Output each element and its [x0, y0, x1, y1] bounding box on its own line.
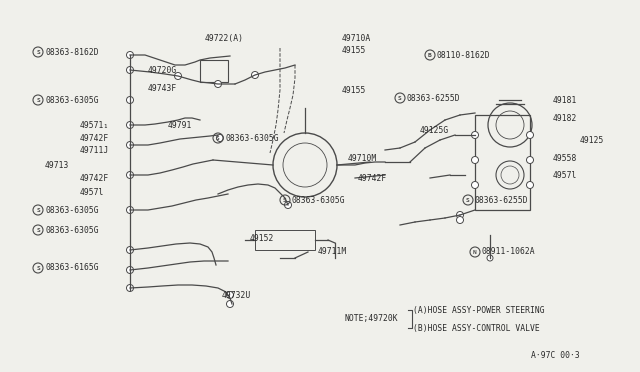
- Text: 49710M: 49710M: [348, 154, 377, 163]
- Text: S: S: [398, 96, 402, 100]
- Text: 08363-6305G: 08363-6305G: [45, 225, 99, 234]
- Text: 49571₁: 49571₁: [80, 121, 109, 129]
- Circle shape: [527, 182, 534, 189]
- Circle shape: [175, 73, 182, 80]
- Circle shape: [127, 206, 134, 214]
- Text: S: S: [216, 135, 220, 141]
- Text: (A)HOSE ASSY-POWER STEERING: (A)HOSE ASSY-POWER STEERING: [413, 305, 545, 314]
- Circle shape: [227, 292, 234, 298]
- Text: S: S: [466, 198, 470, 202]
- Text: S: S: [36, 266, 40, 270]
- Text: N: N: [473, 250, 477, 254]
- Text: 49558: 49558: [553, 154, 577, 163]
- Text: 08110-8162D: 08110-8162D: [437, 51, 491, 60]
- Text: 08363-6305G: 08363-6305G: [45, 205, 99, 215]
- Text: 49713: 49713: [45, 160, 69, 170]
- Bar: [200, 60, 228, 82]
- Text: 49182: 49182: [553, 113, 577, 122]
- Text: NOTE;49720K: NOTE;49720K: [345, 314, 399, 323]
- Circle shape: [227, 301, 234, 308]
- Circle shape: [127, 171, 134, 179]
- Text: 49742F: 49742F: [80, 173, 109, 183]
- Circle shape: [127, 247, 134, 253]
- Text: 49155: 49155: [342, 45, 366, 55]
- Text: 49791: 49791: [168, 121, 193, 129]
- Text: S: S: [36, 228, 40, 232]
- Circle shape: [252, 71, 259, 78]
- Circle shape: [456, 217, 463, 224]
- Bar: [255, 230, 315, 250]
- Circle shape: [456, 212, 463, 218]
- Text: S: S: [36, 97, 40, 103]
- Circle shape: [127, 141, 134, 148]
- Bar: [475, 115, 530, 210]
- Circle shape: [527, 131, 534, 138]
- Text: 49181: 49181: [553, 96, 577, 105]
- Text: 08363-6305G: 08363-6305G: [45, 96, 99, 105]
- Circle shape: [214, 80, 221, 87]
- Circle shape: [127, 285, 134, 292]
- Circle shape: [127, 51, 134, 58]
- Text: 4957l: 4957l: [553, 170, 577, 180]
- Text: 49742F: 49742F: [80, 134, 109, 142]
- Circle shape: [127, 122, 134, 128]
- Text: 4957l: 4957l: [80, 187, 104, 196]
- Text: 08363-6255D: 08363-6255D: [407, 93, 461, 103]
- Text: 49722(A): 49722(A): [205, 33, 244, 42]
- Text: 08911-1062A: 08911-1062A: [482, 247, 536, 257]
- Text: 08363-6255D: 08363-6255D: [475, 196, 529, 205]
- Text: 49125G: 49125G: [420, 125, 449, 135]
- Text: 08363-6305G: 08363-6305G: [292, 196, 346, 205]
- Circle shape: [472, 131, 479, 138]
- Circle shape: [472, 182, 479, 189]
- Text: 08363-6165G: 08363-6165G: [45, 263, 99, 273]
- Circle shape: [472, 157, 479, 164]
- Text: 08363-6305G: 08363-6305G: [225, 134, 278, 142]
- Text: 49732U: 49732U: [222, 291, 252, 299]
- Text: 49742F: 49742F: [358, 173, 387, 183]
- Text: B: B: [428, 52, 432, 58]
- Text: 08363-8162D: 08363-8162D: [45, 48, 99, 57]
- Circle shape: [127, 67, 134, 74]
- Text: 49125: 49125: [580, 135, 604, 144]
- Text: 49711J: 49711J: [80, 145, 109, 154]
- Circle shape: [216, 135, 223, 141]
- Circle shape: [127, 266, 134, 273]
- Text: 49710A: 49710A: [342, 33, 371, 42]
- Text: 49152: 49152: [250, 234, 275, 243]
- Text: A·97C 00·3: A·97C 00·3: [531, 350, 580, 359]
- Text: S: S: [36, 49, 40, 55]
- Circle shape: [285, 202, 291, 208]
- Text: 49711M: 49711M: [318, 247, 348, 257]
- Circle shape: [127, 96, 134, 103]
- Text: S: S: [283, 198, 287, 202]
- Text: 49743F: 49743F: [148, 83, 177, 93]
- Circle shape: [487, 255, 493, 261]
- Text: (B)HOSE ASSY-CONTROL VALVE: (B)HOSE ASSY-CONTROL VALVE: [413, 324, 540, 333]
- Text: 49155: 49155: [342, 86, 366, 94]
- Text: S: S: [36, 208, 40, 212]
- Circle shape: [527, 157, 534, 164]
- Text: 49720G: 49720G: [148, 65, 177, 74]
